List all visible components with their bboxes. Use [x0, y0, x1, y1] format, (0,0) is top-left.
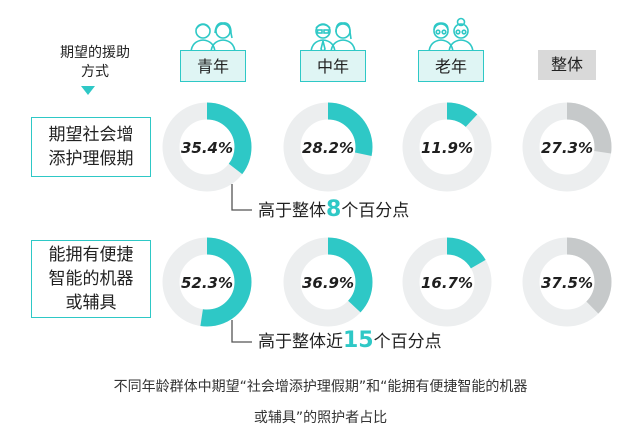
- annotation-row1-prefix: 高于整体: [258, 201, 326, 221]
- donut-value-arc: [162, 237, 252, 327]
- header-label: 期望的援助 方式: [40, 44, 150, 82]
- donut-value-arc: [283, 102, 373, 192]
- column-badge-middle-age: 中年: [300, 50, 366, 82]
- donut-value-arc: [402, 102, 492, 192]
- annotation-row2: 高于整体近15个百分点: [258, 327, 442, 353]
- column-badge-elderly: 老年: [418, 50, 484, 82]
- donut-row1-middle-age: 28.2%: [283, 102, 373, 192]
- donut-row2-youth: 52.3%: [162, 237, 252, 327]
- donut-row1-elderly: 11.9%: [402, 102, 492, 192]
- row-label-smart-devices: 能拥有便捷 智能的机器 或辅具: [31, 240, 151, 318]
- donut-row2-middle-age: 36.9%: [283, 237, 373, 327]
- donut-value-arc: [283, 237, 373, 327]
- donut-row2-elderly: 16.7%: [402, 237, 492, 327]
- middle-aged-couple-icon: [310, 22, 356, 52]
- elderly-couple-icon: [428, 17, 474, 52]
- annotation-row2-prefix: 高于整体近: [258, 332, 343, 352]
- donut-row1-overall: 27.3%: [522, 102, 612, 192]
- connector-row2: [231, 320, 252, 343]
- donut-row2-overall: 37.5%: [522, 237, 612, 327]
- connector-row1: [231, 184, 252, 211]
- caption-line-1: 不同年龄群体中期望“社会增添护理假期”和“能拥有便捷智能的机器: [113, 379, 528, 395]
- row-label-care-leave: 期望社会增 添护理假期: [31, 117, 151, 177]
- row-label-smart-devices-line-3: 或辅具: [65, 293, 117, 313]
- header-label-line-1: 期望的援助: [60, 45, 130, 61]
- donut-value-label: 27.3%: [541, 139, 593, 157]
- donut-value-label: 36.9%: [302, 274, 354, 292]
- donut-value-label: 16.7%: [421, 274, 473, 292]
- donut-value-arc: [402, 237, 492, 327]
- header-label-line-2: 方式: [81, 64, 109, 80]
- donut-value-label: 52.3%: [181, 274, 233, 292]
- row-label-care-leave-line-2: 添护理假期: [48, 149, 134, 169]
- donut-value-label: 11.9%: [421, 139, 473, 157]
- donut-value-label: 28.2%: [302, 139, 354, 157]
- annotation-row1: 高于整体8个百分点: [258, 196, 409, 222]
- caption-line-2: 或辅具”的照护者占比: [253, 410, 388, 426]
- donut-value-label: 35.4%: [181, 139, 233, 157]
- annotation-row1-suffix: 个百分点: [341, 201, 410, 221]
- row-label-smart-devices-line-2: 智能的机器: [48, 269, 134, 289]
- column-badge-overall: 整体: [538, 50, 596, 80]
- row-label-smart-devices-line-1: 能拥有便捷: [48, 245, 134, 265]
- donut-value-arc: [522, 102, 612, 192]
- annotation-row2-suffix: 个百分点: [373, 332, 442, 352]
- donut-row1-youth: 35.4%: [162, 102, 252, 192]
- annotation-row2-number: 15: [343, 328, 374, 353]
- column-badge-youth: 青年: [180, 50, 246, 82]
- donut-value-label: 37.5%: [541, 274, 593, 292]
- donut-value-arc: [522, 237, 612, 327]
- row-label-care-leave-line-1: 期望社会增: [48, 125, 134, 145]
- annotation-row1-number: 8: [326, 197, 342, 222]
- header-arrow-icon: [81, 86, 95, 95]
- young-couple-icon: [190, 22, 236, 52]
- donut-value-arc: [162, 102, 252, 192]
